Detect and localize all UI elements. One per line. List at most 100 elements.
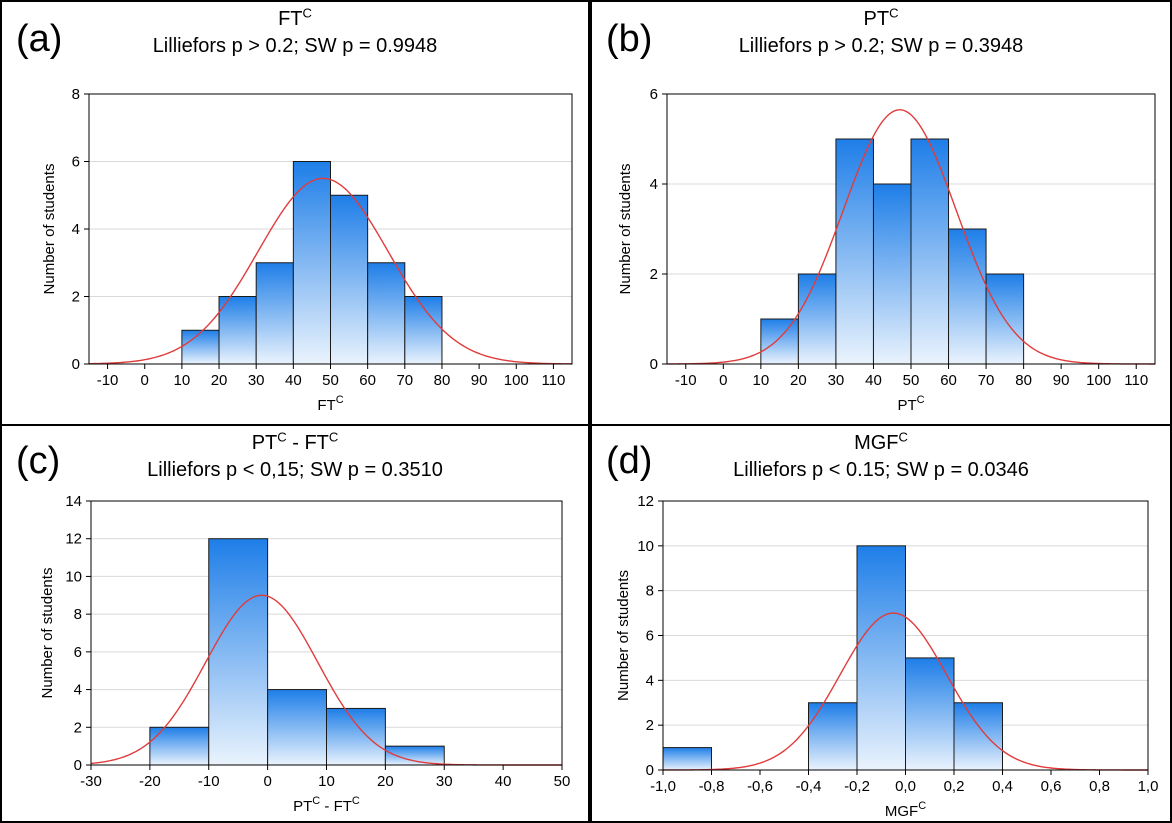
y-tick-label: 0: [650, 356, 658, 373]
x-tick-label: 30: [436, 773, 453, 790]
panel-subtitle: Lilliefors p > 0.2; SW p = 0.3948: [738, 35, 1024, 57]
panel-subtitle: Lilliefors p > 0.2; SW p = 0.9948: [152, 35, 438, 57]
histogram-bar: [181, 329, 220, 365]
y-tick-label: 10: [637, 538, 654, 555]
panel-title: PTC: [592, 6, 1170, 31]
x-tick-label: 10: [174, 372, 191, 389]
panel-letter: (a): [16, 18, 63, 60]
histogram-chart-c: -30 -20 -10 0 10 20 30 40 50 0 2 4 6 8 10 12 14 Number of…: [39, 493, 570, 815]
x-tick-label: 70: [978, 372, 995, 389]
x-tick-label: 40: [285, 372, 302, 389]
histogram-panel-c: (c) PTC - FTC Lilliefors p < 0,15; SW p …: [0, 424, 590, 823]
x-tick-label: 30: [248, 372, 265, 389]
y-tick-label: 4: [72, 221, 80, 238]
y-tick-label: 2: [650, 266, 658, 283]
y-tick-label: 8: [72, 86, 80, 103]
normal-fit-curve: [662, 612, 1148, 771]
title-text: PT: [251, 432, 278, 454]
y-tick-label: 0: [72, 356, 80, 373]
x-tick-label: -30: [80, 773, 102, 790]
x-tick-label: -0,2: [844, 778, 870, 795]
histogram-bar: [797, 273, 837, 365]
x-tick-label: 40: [495, 773, 512, 790]
x-tick-label: -10: [675, 372, 697, 389]
panel-title: MGFC: [592, 430, 1170, 455]
title-superscript-2: C: [328, 429, 339, 445]
x-tick-label: 100: [504, 372, 529, 389]
x-tick-label: 30: [828, 372, 845, 389]
x-tick-label: 10: [318, 773, 335, 790]
y-axis-label: Number of students: [41, 164, 58, 295]
y-tick-label: 12: [637, 493, 654, 510]
x-tick-label: 0,2: [944, 778, 965, 795]
x-tick-label: -0,6: [747, 778, 773, 795]
histogram-bar: [948, 228, 987, 365]
x-tick-label: 50: [903, 372, 920, 389]
panel-subtitle: Lilliefors p < 0,15; SW p = 0.3510: [147, 459, 443, 481]
title-superscript: C: [277, 429, 287, 445]
x-axis-label: MGFC: [885, 800, 926, 820]
x-tick-label: 20: [790, 372, 807, 389]
title-text-part2: - FT: [286, 432, 329, 454]
x-tick-label: 20: [377, 773, 394, 790]
x-axis-label: PTC - FTC: [293, 795, 360, 815]
y-tick-label: 6: [74, 644, 82, 661]
x-tick-label: 60: [940, 372, 957, 389]
x-tick-label: 60: [359, 372, 376, 389]
y-axis-label: Number of students: [615, 570, 632, 701]
x-tick-label: 0: [719, 372, 727, 389]
y-tick-label: 2: [646, 717, 654, 734]
x-tick-label: 50: [322, 372, 339, 389]
x-tick-label: -1,0: [650, 778, 676, 795]
histogram-bar: [662, 747, 712, 771]
y-tick-label: 12: [65, 531, 82, 548]
y-tick-label: 0: [646, 762, 654, 779]
histogram-panel-b: (b) PTC Lilliefors p > 0.2; SW p = 0.394…: [590, 0, 1172, 426]
histogram-bar: [384, 745, 445, 766]
histogram-bar: [255, 262, 294, 365]
y-tick-label: 4: [650, 176, 658, 193]
x-tick-label: -0,4: [796, 778, 822, 795]
x-tick-label: 0,4: [992, 778, 1013, 795]
histogram-bar: [872, 183, 912, 365]
panel-letter: (b): [606, 18, 653, 60]
title-text: MGF: [854, 432, 899, 454]
histogram-panel-a: (a) FTC Lilliefors p > 0.2; SW p = 0.994…: [0, 0, 590, 426]
x-axis-label: PTC: [897, 394, 924, 414]
y-tick-label: 6: [650, 86, 658, 103]
y-tick-label: 6: [646, 628, 654, 645]
histogram-bar: [267, 689, 327, 766]
histogram-bar: [367, 262, 406, 365]
y-tick-label: 2: [72, 289, 80, 306]
normal-fit-curve: [88, 177, 573, 365]
y-tick-label: 2: [74, 719, 82, 736]
title-superscript: C: [302, 5, 312, 21]
panel-letter: (d): [606, 440, 653, 482]
histogram-bar: [910, 138, 950, 365]
title-text: PT: [863, 8, 890, 30]
y-tick-label: 4: [74, 682, 82, 699]
x-tick-label: -0,8: [699, 778, 725, 795]
y-axis-label: Number of students: [617, 164, 634, 295]
x-axis-label: FTC: [317, 394, 343, 414]
histogram-bar: [953, 702, 1003, 771]
x-tick-label: 80: [1015, 372, 1032, 389]
y-axis-label: Number of students: [39, 568, 56, 699]
x-tick-label: 100: [1086, 372, 1111, 389]
x-tick-label: 0,8: [1089, 778, 1110, 795]
histogram-chart-d: -1,0 -0,8 -0,6 -0,4 -0,2 0,0 0,2 0,4 0,6 0,8 1,0 0 2…: [615, 493, 1158, 820]
x-tick-label: 0: [141, 372, 149, 389]
x-tick-label: -20: [139, 773, 161, 790]
x-tick-label: 90: [1053, 372, 1070, 389]
histogram-bar: [218, 296, 257, 365]
y-tick-label: 14: [65, 493, 82, 510]
y-tick-label: 8: [74, 606, 82, 623]
y-tick-label: 6: [72, 154, 80, 171]
y-tick-label: 8: [646, 583, 654, 600]
histogram-bar: [808, 702, 858, 771]
x-tick-label: 0,6: [1041, 778, 1062, 795]
x-tick-label: 90: [471, 372, 488, 389]
histogram-bar: [326, 707, 386, 766]
histogram-bar: [856, 545, 906, 771]
x-tick-label: 20: [211, 372, 228, 389]
